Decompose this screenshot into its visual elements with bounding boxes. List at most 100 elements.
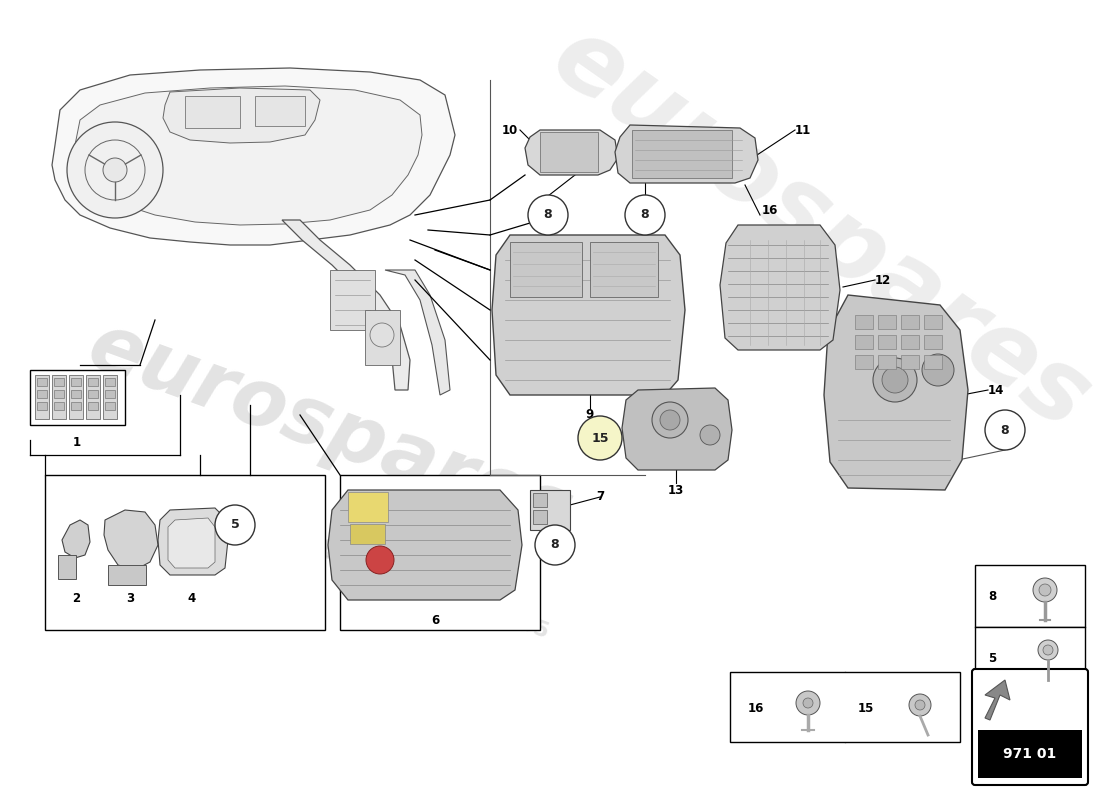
Bar <box>534 493 547 507</box>
Polygon shape <box>385 270 450 395</box>
Bar <box>72 402 81 410</box>
Bar <box>540 132 598 172</box>
Circle shape <box>67 122 163 218</box>
Bar <box>340 475 540 630</box>
Text: 6: 6 <box>431 614 439 626</box>
Circle shape <box>366 546 394 574</box>
Circle shape <box>214 505 255 545</box>
Circle shape <box>103 158 127 182</box>
Bar <box>37 390 47 398</box>
Text: 8: 8 <box>988 590 997 602</box>
Circle shape <box>85 140 145 200</box>
Circle shape <box>796 691 820 715</box>
Bar <box>103 375 117 419</box>
Bar <box>52 375 66 419</box>
Bar <box>855 355 873 369</box>
Bar <box>30 370 125 425</box>
Text: eurospares: eurospares <box>534 9 1100 451</box>
Text: 13: 13 <box>668 483 684 497</box>
Circle shape <box>700 425 720 445</box>
Text: 16: 16 <box>748 702 764 714</box>
Polygon shape <box>720 225 840 350</box>
Bar <box>86 375 100 419</box>
Text: 1: 1 <box>73 435 81 449</box>
Circle shape <box>660 410 680 430</box>
Polygon shape <box>62 520 90 558</box>
Bar <box>730 672 960 742</box>
Bar <box>924 335 942 349</box>
Bar <box>185 96 240 128</box>
Text: 3: 3 <box>125 591 134 605</box>
Polygon shape <box>168 518 214 568</box>
Bar <box>901 335 918 349</box>
Polygon shape <box>328 490 522 600</box>
Polygon shape <box>492 235 685 395</box>
Text: 8: 8 <box>640 209 649 222</box>
Bar <box>54 390 64 398</box>
Text: 14: 14 <box>988 383 1004 397</box>
Text: for parts since 1985: for parts since 1985 <box>308 538 552 642</box>
Text: 16: 16 <box>762 203 778 217</box>
Bar <box>924 355 942 369</box>
Text: 8: 8 <box>551 538 559 551</box>
Text: since 1985: since 1985 <box>761 254 959 406</box>
Polygon shape <box>282 220 410 390</box>
Bar <box>72 378 81 386</box>
Circle shape <box>922 354 954 386</box>
Polygon shape <box>615 125 758 183</box>
Bar <box>54 402 64 410</box>
Bar <box>88 390 98 398</box>
Bar <box>58 555 76 579</box>
Bar <box>37 378 47 386</box>
Polygon shape <box>621 388 732 470</box>
Bar <box>975 627 1085 689</box>
Circle shape <box>803 698 813 708</box>
Bar <box>45 475 324 630</box>
Polygon shape <box>74 86 422 225</box>
Circle shape <box>984 410 1025 450</box>
Bar <box>878 355 896 369</box>
Bar <box>534 510 547 524</box>
Bar <box>878 315 896 329</box>
Circle shape <box>370 323 394 347</box>
Text: 8: 8 <box>543 209 552 222</box>
Bar <box>632 130 732 178</box>
Polygon shape <box>52 68 455 245</box>
Bar <box>348 492 388 522</box>
Text: 15: 15 <box>858 702 874 714</box>
Circle shape <box>625 195 666 235</box>
Bar <box>104 402 116 410</box>
Text: 5: 5 <box>988 651 997 665</box>
Bar <box>975 565 1085 627</box>
Bar <box>88 402 98 410</box>
Text: 11: 11 <box>795 123 812 137</box>
Text: 2: 2 <box>72 591 80 605</box>
Text: 4: 4 <box>188 591 196 605</box>
Circle shape <box>1043 645 1053 655</box>
Bar <box>72 390 81 398</box>
Circle shape <box>1040 584 1050 596</box>
Circle shape <box>873 358 917 402</box>
Bar <box>365 310 400 365</box>
Circle shape <box>528 195 568 235</box>
Circle shape <box>652 402 688 438</box>
Bar <box>924 315 942 329</box>
Bar <box>901 355 918 369</box>
Polygon shape <box>163 88 320 143</box>
Bar <box>330 270 375 330</box>
Bar <box>878 335 896 349</box>
Circle shape <box>1038 640 1058 660</box>
Circle shape <box>909 694 931 716</box>
Bar <box>590 242 658 297</box>
Polygon shape <box>104 510 158 570</box>
Text: 15: 15 <box>592 431 608 445</box>
Circle shape <box>915 700 925 710</box>
Bar <box>530 490 570 530</box>
Bar <box>69 375 82 419</box>
Bar <box>855 315 873 329</box>
Bar <box>255 96 305 126</box>
Bar <box>901 315 918 329</box>
Polygon shape <box>525 130 618 175</box>
Bar <box>54 378 64 386</box>
Polygon shape <box>158 508 228 575</box>
